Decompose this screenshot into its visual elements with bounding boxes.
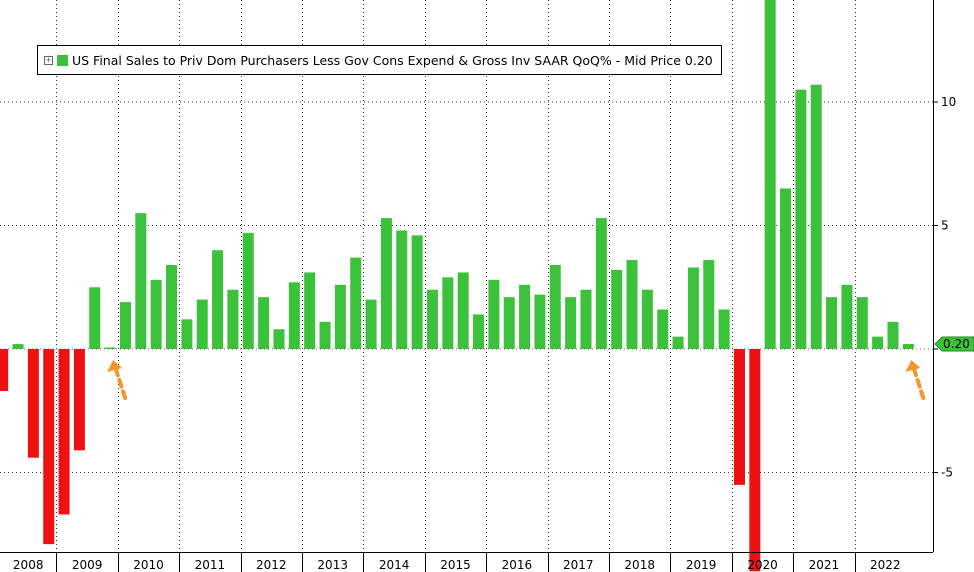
annotation-arrows [107, 360, 926, 400]
bar-2020Q2 [749, 349, 761, 572]
x-tick-label: 2014 [379, 558, 410, 572]
bar-2008Q2 [12, 344, 24, 349]
bar-2017Q3 [580, 289, 592, 349]
grid-lines [0, 0, 933, 552]
bar-2019Q3 [703, 260, 715, 349]
bar-2015Q1 [426, 289, 438, 349]
bar-2009Q1 [58, 349, 70, 515]
bar-2018Q1 [611, 269, 623, 349]
y-tick-label: -5 [941, 466, 953, 480]
bar-2012Q3 [273, 329, 285, 349]
x-tick-label: 2016 [502, 558, 533, 572]
x-tick-label: 2015 [440, 558, 471, 572]
bar-2018Q3 [641, 289, 653, 349]
legend-swatch [57, 54, 68, 66]
x-tick-label: 2022 [870, 558, 901, 572]
bar-2011Q2 [196, 299, 208, 349]
legend-last-value: 0.20 [684, 52, 713, 68]
x-tick-label: 2009 [72, 558, 103, 572]
y-tick-label: 5 [941, 219, 949, 233]
last-value-badge-text: 0.20 [943, 337, 970, 351]
bar-2017Q4 [595, 218, 607, 349]
bar-2017Q1 [549, 265, 561, 349]
bar-2015Q3 [457, 272, 469, 349]
bar-2012Q4 [288, 282, 300, 349]
y-tick-label: 10 [941, 95, 956, 109]
x-tick-label: 2011 [195, 558, 226, 572]
bar-2012Q1 [242, 232, 254, 349]
bar-2011Q4 [227, 289, 239, 349]
x-tick-label: 2008 [13, 558, 44, 572]
legend[interactable]: + US Final Sales to Priv Dom Purchasers … [37, 45, 722, 75]
bar-2019Q1 [672, 336, 684, 349]
last-value-badge-bg [934, 336, 974, 352]
bar-2013Q1 [304, 272, 316, 349]
bar-2010Q2 [135, 213, 147, 349]
bar-2021Q1 [795, 89, 807, 350]
bar-2010Q1 [119, 302, 131, 349]
bar-2014Q4 [411, 235, 423, 349]
bar-2021Q4 [841, 284, 853, 349]
bar-2013Q2 [319, 321, 331, 349]
legend-series-name: US Final Sales to Priv Dom Purchasers Le… [72, 52, 612, 68]
bar-2008Q1 [0, 349, 9, 391]
x-tick-label: 2010 [133, 558, 164, 572]
bar-2014Q2 [380, 218, 392, 349]
bar-2011Q1 [181, 319, 193, 349]
bar-2009Q3 [89, 287, 101, 349]
bar-2020Q4 [780, 188, 792, 349]
y-axis: -5 5 10 [933, 0, 956, 552]
bar-2022Q4 [902, 344, 914, 349]
last-value-badge: 0.20 [934, 336, 974, 352]
x-tick-label: 2017 [563, 558, 594, 572]
x-tick-label: 2012 [256, 558, 287, 572]
bar-2015Q2 [442, 277, 454, 349]
bar-2018Q2 [626, 260, 638, 349]
bar-2014Q1 [365, 299, 377, 349]
legend-separator: - [611, 52, 625, 68]
bar-2021Q3 [826, 297, 838, 349]
bar-2013Q4 [350, 257, 362, 349]
bar-2014Q3 [396, 230, 408, 349]
bar-2022Q3 [887, 321, 899, 349]
bar-2020Q1 [733, 349, 745, 485]
bar-2009Q2 [73, 349, 85, 451]
annotation-arrow-2022 [905, 360, 926, 400]
bar-2013Q3 [334, 284, 346, 349]
annotation-arrow-2009 [107, 360, 128, 400]
bar-2022Q2 [872, 336, 884, 349]
x-tick-label: 2019 [686, 558, 717, 572]
bar-2018Q4 [657, 309, 669, 349]
bar-2017Q2 [565, 297, 577, 349]
bar-2008Q4 [43, 349, 55, 545]
bar-2016Q1 [488, 279, 500, 349]
legend-last-label: Mid Price [624, 52, 681, 68]
bar-2010Q3 [150, 279, 162, 349]
bar-2019Q4 [718, 309, 730, 349]
bar-2011Q3 [212, 250, 224, 349]
bar-2022Q1 [856, 297, 868, 349]
bar-2015Q4 [473, 314, 485, 349]
bar-2009Q4 [104, 347, 116, 349]
legend-expand-icon[interactable]: + [44, 55, 53, 65]
x-tick-label: 2018 [624, 558, 655, 572]
x-tick-label: 2021 [809, 558, 840, 572]
bar-2012Q2 [258, 297, 270, 349]
bar-2008Q3 [27, 349, 39, 458]
x-axis: 2008 2009 2010 2011 2012 2013 2014 2015 2016 2017… [0, 552, 933, 572]
bar-2016Q4 [534, 294, 546, 349]
bars [0, 0, 914, 572]
bar-2019Q2 [687, 267, 699, 349]
bar-2020Q3 [764, 0, 776, 349]
bar-2016Q2 [503, 297, 515, 349]
x-tick-label: 2013 [317, 558, 348, 572]
bar-2021Q2 [810, 84, 822, 350]
x-tick-label: 2020 [747, 558, 778, 572]
bar-2010Q4 [166, 265, 178, 349]
bar-2016Q3 [519, 284, 531, 349]
